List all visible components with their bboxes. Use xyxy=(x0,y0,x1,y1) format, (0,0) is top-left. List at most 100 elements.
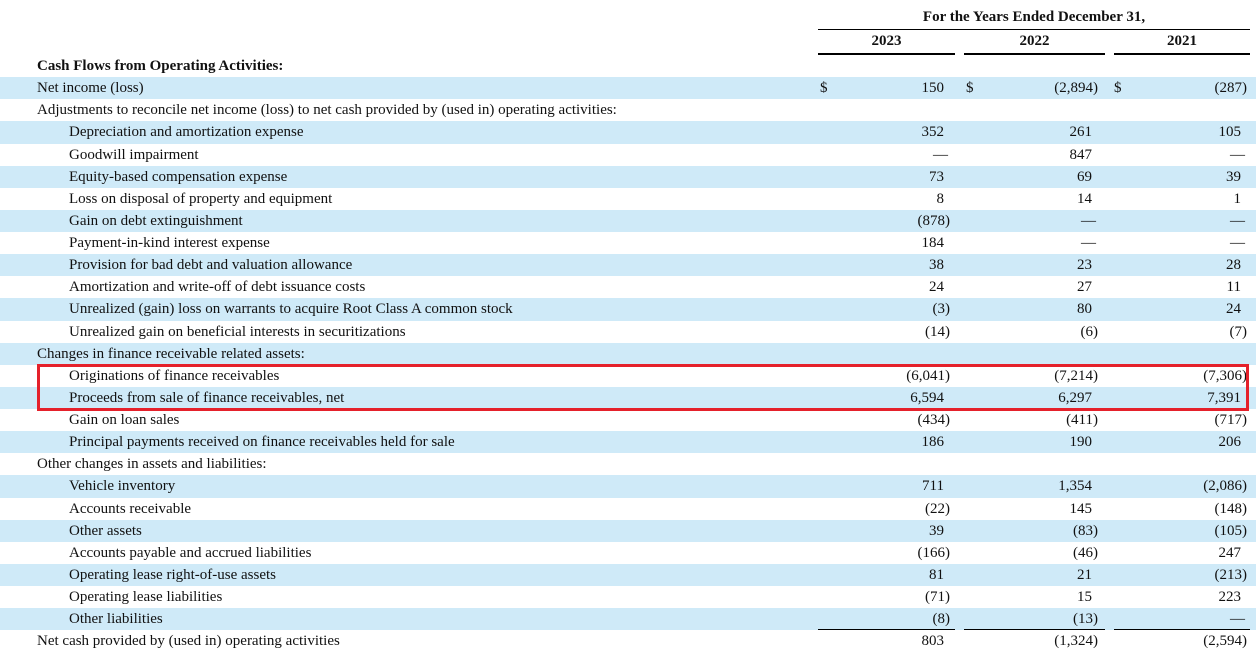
cell-value: — xyxy=(1230,212,1245,229)
cell-value: 223 xyxy=(1218,589,1242,605)
cell-value: — xyxy=(1230,235,1245,251)
cell-value: 38 xyxy=(929,257,944,274)
row-label: Gain on loan sales xyxy=(69,412,180,428)
currency-symbol: $ xyxy=(1114,80,1122,97)
year-header-2022: 2022 xyxy=(964,33,1105,55)
cell-value: (7,306) xyxy=(1203,367,1247,384)
cell-value: 186 xyxy=(921,434,945,451)
table-row: Net income (loss) $ $ $150 (2,894) (287) xyxy=(0,77,1256,100)
total-underline xyxy=(964,629,1105,631)
row-label: Gain on debt extinguishment xyxy=(69,212,243,229)
table-row: Other changes in assets and liabilities: xyxy=(0,453,1256,475)
cell-value: 261 xyxy=(1069,124,1093,141)
row-label: Changes in finance receivable related as… xyxy=(37,345,305,362)
currency-symbol: $ xyxy=(966,80,974,97)
currency-symbol: $ xyxy=(820,80,828,97)
cell-value: (83) xyxy=(1073,522,1098,539)
cell-value: 24 xyxy=(929,279,944,296)
table-row: Loss on disposal of property and equipme… xyxy=(0,188,1256,210)
table-row: Changes in finance receivable related as… xyxy=(0,342,1256,365)
cell-value: 6,594 xyxy=(910,389,944,406)
row-label: Other liabilities xyxy=(69,611,163,628)
table-row: Other liabilities (8) (13) — xyxy=(0,608,1256,631)
cell-value: 39 xyxy=(929,522,944,539)
cell-value: 81 xyxy=(929,566,944,583)
cell-value: (7,214) xyxy=(1054,367,1098,384)
cell-value: (7) xyxy=(1229,323,1248,340)
cell-value: (148) xyxy=(1214,500,1248,517)
table-row: Proceeds from sale of finance receivable… xyxy=(0,386,1256,409)
row-label: Loss on disposal of property and equipme… xyxy=(69,190,333,207)
cell-value: (166) xyxy=(917,544,951,561)
cell-value: (434) xyxy=(917,412,951,428)
cell-value: 190 xyxy=(1069,434,1093,451)
cell-value: 352 xyxy=(921,124,945,141)
row-label: Provision for bad debt and valuation all… xyxy=(69,257,353,274)
cell-value: 1,354 xyxy=(1058,478,1092,495)
row-label: Proceeds from sale of finance receivable… xyxy=(69,389,345,406)
year-header-2021: 2021 xyxy=(1114,33,1250,55)
cell-value: 73 xyxy=(929,168,944,185)
table-row: Unrealized (gain) loss on warrants to ac… xyxy=(0,298,1256,321)
cell-value: (2,594) xyxy=(1203,633,1247,650)
cell-value: (13) xyxy=(1073,611,1098,628)
total-underline xyxy=(1114,629,1250,631)
cell-value: 247 xyxy=(1218,544,1242,561)
cell-value: — xyxy=(1081,212,1096,229)
cell-value: (8) xyxy=(932,611,951,628)
table-row: Operating lease liabilities (71) 15 223 xyxy=(0,586,1256,608)
year-header-2023: 2023 xyxy=(818,33,955,55)
cell-value: (6) xyxy=(1080,323,1099,340)
row-label: Other changes in assets and liabilities: xyxy=(37,456,267,473)
row-label: Operating lease right-of-use assets xyxy=(69,566,277,583)
cell-value: (14) xyxy=(925,323,950,340)
cell-value: (287) xyxy=(1214,80,1248,97)
cell-value: 145 xyxy=(1069,500,1093,517)
cell-value: (71) xyxy=(925,589,950,605)
table-row: Adjustments to reconcile net income (los… xyxy=(0,99,1256,121)
cell-value: 105 xyxy=(1218,124,1242,141)
cell-value: 15 xyxy=(1077,589,1092,605)
row-label: Net cash provided by (used in) operating… xyxy=(37,633,340,650)
cell-value: 69 xyxy=(1077,168,1092,185)
cell-value: — xyxy=(1081,235,1096,251)
table-row: Cash Flows from Operating Activities: xyxy=(0,55,1256,77)
row-label: Depreciation and amortization expense xyxy=(69,124,304,141)
row-label: Net income (loss) xyxy=(37,80,144,97)
cell-value: 150 xyxy=(921,80,945,97)
cell-value: (6,041) xyxy=(906,367,950,384)
cell-value: (411) xyxy=(1066,412,1098,428)
row-label: Accounts payable and accrued liabilities xyxy=(69,544,312,561)
row-label: Adjustments to reconcile net income (los… xyxy=(37,102,617,119)
table-row: Equity-based compensation expense 73 69 39 xyxy=(0,165,1256,188)
cell-value: (105) xyxy=(1214,522,1248,539)
cell-value: 7,391 xyxy=(1207,389,1241,406)
cell-value: 711 xyxy=(922,478,944,495)
row-label: Unrealized gain on beneficial interests … xyxy=(69,323,406,340)
row-label: Payment-in-kind interest expense xyxy=(69,235,270,251)
cell-value: 11 xyxy=(1226,279,1241,296)
row-label: Unrealized (gain) loss on warrants to ac… xyxy=(69,301,513,318)
cell-value: (213) xyxy=(1214,566,1248,583)
row-label: Originations of finance receivables xyxy=(69,367,280,384)
cell-value: (2,894) xyxy=(1054,80,1098,97)
table-row: Gain on debt extinguishment (878) — — xyxy=(0,209,1256,232)
cell-value: 14 xyxy=(1077,190,1092,207)
cell-value: 21 xyxy=(1077,566,1092,583)
cell-value: (2,086) xyxy=(1203,478,1247,495)
table-row: Provision for bad debt and valuation all… xyxy=(0,254,1256,277)
cell-value: 28 xyxy=(1226,257,1241,274)
cell-value: (878) xyxy=(917,212,951,229)
cell-value: 206 xyxy=(1218,434,1242,451)
table-row: Principal payments received on finance r… xyxy=(0,431,1256,454)
row-label: Vehicle inventory xyxy=(69,478,176,495)
cell-value: 27 xyxy=(1077,279,1092,296)
row-label: Accounts receivable xyxy=(69,500,192,517)
cell-value: (22) xyxy=(925,500,950,517)
cash-flow-table: Cash Flows from Operating Activities: Net… xyxy=(0,55,1256,652)
table-row: Gain on loan sales (434) (411) (717) xyxy=(0,409,1256,431)
period-header: For the Years Ended December 31, xyxy=(818,9,1250,30)
table-row: Payment-in-kind interest expense 184 — — xyxy=(0,232,1256,254)
cell-value: 23 xyxy=(1077,257,1092,274)
cell-value: 39 xyxy=(1226,168,1241,185)
